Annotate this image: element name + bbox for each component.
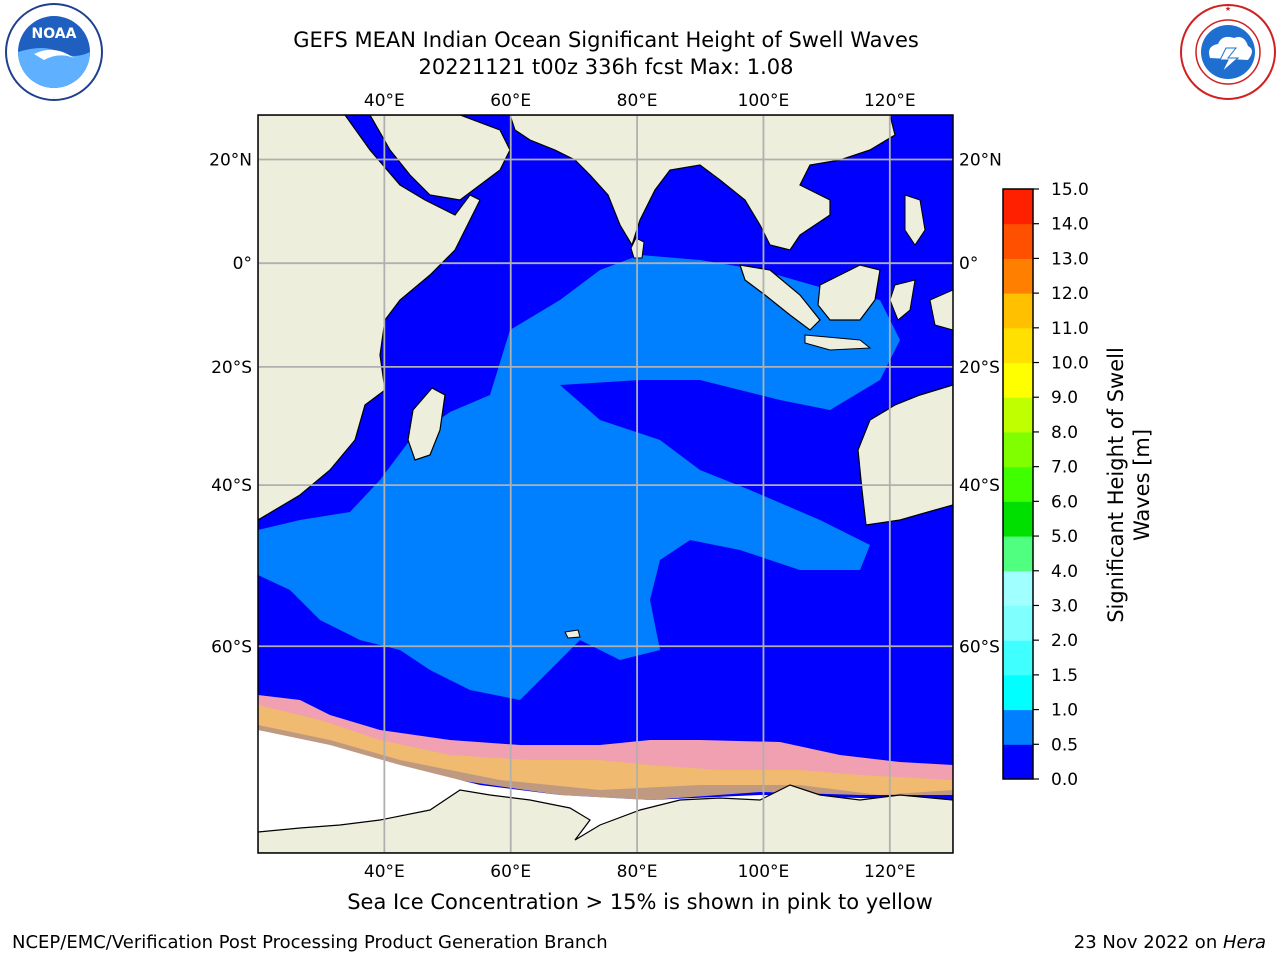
sea-ice-caption: Sea Ice Concentration > 15% is shown in … (347, 890, 933, 914)
land-new-guinea (929, 289, 953, 331)
colorbar-tick-label: 9.0 (1051, 388, 1078, 408)
colorbar-tick-label: 0.5 (1051, 735, 1078, 755)
colorbar-swatch (1003, 362, 1033, 398)
colorbar-swatch (1003, 570, 1033, 606)
land-java (804, 334, 872, 351)
colorbar-tick-label: 12.0 (1051, 284, 1089, 304)
colorbar-tick-label: 0.0 (1051, 770, 1078, 790)
colorbar-tick-label: 8.0 (1051, 423, 1078, 443)
svg-text:·: · (53, 95, 54, 100)
land-sumatra (739, 264, 821, 331)
colorbar-swatch (1003, 744, 1033, 780)
svg-text:★: ★ (1225, 5, 1231, 13)
land-sulawesi (889, 279, 916, 321)
lon-tick-label-bottom: 120°E (864, 862, 916, 882)
lon-tick-label-bottom: 60°E (490, 862, 531, 882)
lat-tick-label-right: 0° (959, 254, 978, 274)
lon-tick-label-top: 80°E (617, 91, 658, 111)
gridlines (258, 115, 953, 853)
sea-ice-band-yellow (258, 705, 953, 800)
land-antarctica (258, 784, 953, 853)
colorbar-tick-label: 1.5 (1051, 666, 1078, 686)
land-kerguelen (564, 629, 581, 639)
colorbar-tick-label: 1.0 (1051, 701, 1078, 721)
colorbar-swatch (1003, 536, 1033, 572)
colorbar-tick-label: 7.0 (1051, 458, 1078, 478)
land-africa (258, 115, 481, 521)
lat-tick-label-left: 0° (233, 254, 252, 274)
colorbar-swatch (1003, 431, 1033, 468)
tick-labels: 40°E 40°E 60°E 60°E 80°E 80°E 100°E 100°E 120°E 1… (209, 91, 1002, 882)
colorbar-swatch (1003, 258, 1033, 294)
colorbar-tick-label: 15.0 (1051, 180, 1089, 200)
chart-title: GEFS MEAN Indian Ocean Significant Heigh… (293, 28, 919, 52)
colorbar-swatch (1003, 466, 1033, 502)
colorbar-frame (1002, 188, 1034, 780)
colorbar-swatch (1003, 501, 1033, 537)
lat-tick-label-right: 20°N (959, 151, 1002, 171)
colorbar-swatch (1003, 674, 1033, 711)
chart-subtitle: 20221121 t00z 336h fcst Max: 1.08 (418, 55, 794, 79)
lat-tick-label-left: 20°N (209, 151, 252, 171)
land-borneo (817, 264, 881, 321)
colorbar: 0.0 0.5 1.0 1.5 2.0 3.0 4.0 5.0 6.0 7.0 8.0 9.0 10.0… (1002, 180, 1089, 790)
colorbar-swatch (1003, 223, 1033, 259)
lon-tick-label-bottom: 40°E (364, 862, 405, 882)
lat-tick-label-right: 20°S (959, 358, 1000, 378)
colorbar-tick-label: 13.0 (1051, 249, 1089, 269)
colorbar-label-line2: Waves [m] (1130, 429, 1154, 541)
lat-tick-label-left: 60°S (211, 637, 252, 657)
colorbar-label-line1: Significant Height of Swell (1104, 347, 1128, 623)
colorbar-tick-label: 2.0 (1051, 631, 1078, 651)
colorbar-swatch (1003, 397, 1033, 433)
colorbar-tick-label: 14.0 (1051, 215, 1089, 235)
footer-credit: NCEP/EMC/Verification Post Processing Pr… (12, 932, 608, 953)
lon-tick-label-top: 120°E (864, 91, 916, 111)
footer-date-text: 23 Nov 2022 on (1073, 932, 1223, 953)
lat-tick-label-left: 40°S (211, 476, 252, 496)
colorbar-tick-label: 3.0 (1051, 596, 1078, 616)
land-asia (509, 115, 896, 251)
colorbar-tick-label: 5.0 (1051, 527, 1078, 547)
land-philippines (904, 194, 926, 246)
footer-date: 23 Nov 2022 on Hera (1074, 932, 1266, 953)
noaa-logo: NOAA · (5, 3, 103, 101)
lat-tick-label-right: 40°S (959, 476, 1000, 496)
lat-tick-label-right: 60°S (959, 637, 1000, 657)
lon-tick-label-bottom: 100°E (738, 862, 790, 882)
colorbar-swatch (1003, 640, 1033, 676)
noaa-logo-text: NOAA (32, 26, 77, 42)
lon-tick-label-top: 40°E (364, 91, 405, 111)
colorbar-tick-label: 10.0 (1051, 354, 1089, 374)
lon-tick-label-top: 100°E (738, 91, 790, 111)
footer-host: Hera (1222, 932, 1266, 953)
colorbar-swatch (1003, 189, 1033, 225)
colorbar-swatch (1003, 327, 1033, 364)
land-madagascar (407, 387, 446, 461)
colorbar-swatch (1003, 605, 1033, 641)
nws-logo: ★ (1180, 4, 1276, 100)
colorbar-swatch (1003, 293, 1033, 329)
colorbar-tick-label: 11.0 (1051, 319, 1089, 339)
lon-tick-label-bottom: 80°E (617, 862, 658, 882)
colorbar-tick-label: 4.0 (1051, 562, 1078, 582)
colorbar-tick-label: 6.0 (1051, 492, 1078, 512)
land-arabia (369, 115, 511, 201)
colorbar-swatch (1003, 709, 1033, 745)
lon-tick-label-top: 60°E (490, 91, 531, 111)
map-frame (257, 114, 954, 854)
land-australia (857, 384, 953, 526)
lat-tick-label-left: 20°S (211, 358, 252, 378)
